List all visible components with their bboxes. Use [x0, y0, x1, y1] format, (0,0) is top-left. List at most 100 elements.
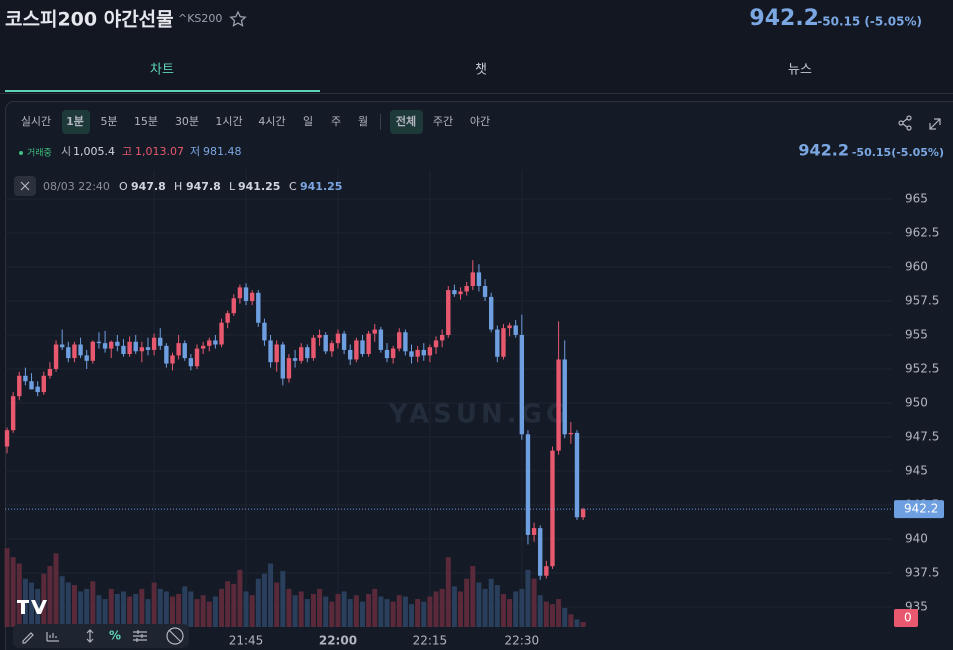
drawing-toolbar [13, 624, 189, 648]
y-tick-label: 947.5 [905, 429, 939, 443]
candle-body [213, 340, 218, 345]
favorite-star[interactable] [229, 10, 247, 27]
volume-bar [562, 607, 568, 627]
volume-bar [47, 566, 53, 627]
volume-bar [255, 578, 261, 627]
candle-body [317, 334, 322, 338]
candle-body [507, 325, 512, 329]
candle-body [72, 344, 77, 359]
candle-body [53, 344, 59, 369]
candle-body [109, 341, 114, 349]
toolbar-button[interactable]: 4시간 [258, 115, 285, 128]
candle-body [446, 290, 451, 335]
pencil-icon[interactable] [22, 632, 34, 644]
tab-indicator [5, 90, 320, 92]
candle-body [335, 333, 341, 344]
y-tick-label: 937.5 [905, 566, 939, 580]
watermark: YASUN.GG [388, 400, 572, 430]
candle-body [433, 340, 439, 348]
active-interval [62, 110, 90, 134]
candle-body [292, 358, 298, 361]
volume-bar [500, 593, 506, 627]
volume-bar [421, 601, 427, 627]
percent-toggle[interactable]: % [109, 629, 121, 643]
candle-body [243, 287, 249, 301]
volume-bar [513, 591, 519, 627]
volume-bar [16, 563, 22, 627]
volume-bar [464, 578, 470, 627]
volume-bar [359, 601, 365, 627]
candle-body [409, 351, 414, 357]
toolbar-button[interactable]: 전체 [396, 114, 416, 128]
candle-body [90, 341, 96, 361]
candle-body [341, 333, 347, 350]
x-tick-label: 21:45 [229, 634, 264, 648]
candle-body [158, 337, 163, 346]
volume-bar [372, 588, 378, 627]
candle-body [298, 347, 304, 361]
volume-bar [556, 599, 562, 627]
volume-bar [231, 583, 237, 627]
volume-bar [329, 601, 335, 627]
volume-bar [298, 591, 304, 627]
share-icon[interactable] [898, 115, 912, 131]
high-label: 고 [122, 145, 132, 158]
toolbar-button[interactable]: 1시간 [215, 115, 242, 128]
tab[interactable]: 챗 [475, 63, 487, 78]
volume-bar [549, 604, 555, 627]
title: 코스피200 야간선물 [5, 9, 174, 31]
toolbar-button[interactable]: 실시간 [21, 115, 51, 128]
volume-bar [445, 557, 451, 627]
candle-body [164, 345, 169, 364]
y-tick-label: 957.5 [905, 293, 939, 307]
legend-c-label: C [289, 180, 297, 193]
volume-bar [176, 593, 182, 627]
toolbar-button[interactable]: 주간 [433, 115, 453, 128]
volume-bar [151, 582, 157, 627]
toolbar-button[interactable]: 야간 [470, 115, 490, 128]
volume-bar [458, 591, 464, 627]
tab[interactable]: 차트 [150, 63, 174, 78]
hide-icon[interactable] [166, 627, 184, 645]
candle-body [29, 381, 34, 390]
candle-body [10, 396, 16, 431]
volume-bar [488, 578, 494, 627]
candle-body [256, 292, 261, 323]
last-price-box [894, 500, 944, 519]
toolbar-button[interactable]: 월 [358, 115, 368, 128]
candle-body [84, 355, 89, 361]
candle-body [194, 348, 200, 367]
candle-body [378, 329, 384, 350]
legend-time: 08/03 22:40 [43, 180, 110, 193]
toolbar-button[interactable]: 5분 [100, 115, 117, 128]
indicator-icon[interactable] [46, 632, 59, 642]
volume-bar [323, 596, 329, 627]
volume-bar [568, 614, 574, 627]
tab[interactable]: 뉴스 [788, 63, 812, 78]
volume-bar [96, 595, 102, 627]
fullscreen-icon[interactable] [929, 118, 941, 130]
scale-icon[interactable] [86, 629, 94, 643]
candle-body [323, 334, 328, 352]
toolbar-button[interactable]: 15분 [134, 115, 158, 128]
volume-bar [108, 588, 114, 627]
toolbar-button[interactable]: 주 [331, 115, 341, 128]
toolbar-button[interactable]: 일 [303, 114, 313, 128]
volume-bar [219, 588, 225, 627]
volume-bar [402, 596, 408, 627]
x-tick-label: 22:30 [505, 634, 540, 648]
volume-bar [268, 563, 274, 627]
toolbar-button[interactable]: 1분 [66, 115, 84, 128]
volume-bar [396, 595, 402, 627]
settings-icon[interactable] [133, 630, 147, 642]
volume-bar [531, 578, 537, 627]
volume-bar [286, 588, 292, 627]
active-session [390, 110, 423, 134]
low: 981.48 [203, 145, 242, 158]
candle-body [384, 349, 390, 359]
volume-bar [237, 569, 243, 627]
high: 1,013.07 [135, 145, 184, 158]
toolbar-button[interactable]: 30분 [175, 115, 199, 128]
candle-body [268, 340, 273, 363]
candle-body [531, 528, 537, 535]
